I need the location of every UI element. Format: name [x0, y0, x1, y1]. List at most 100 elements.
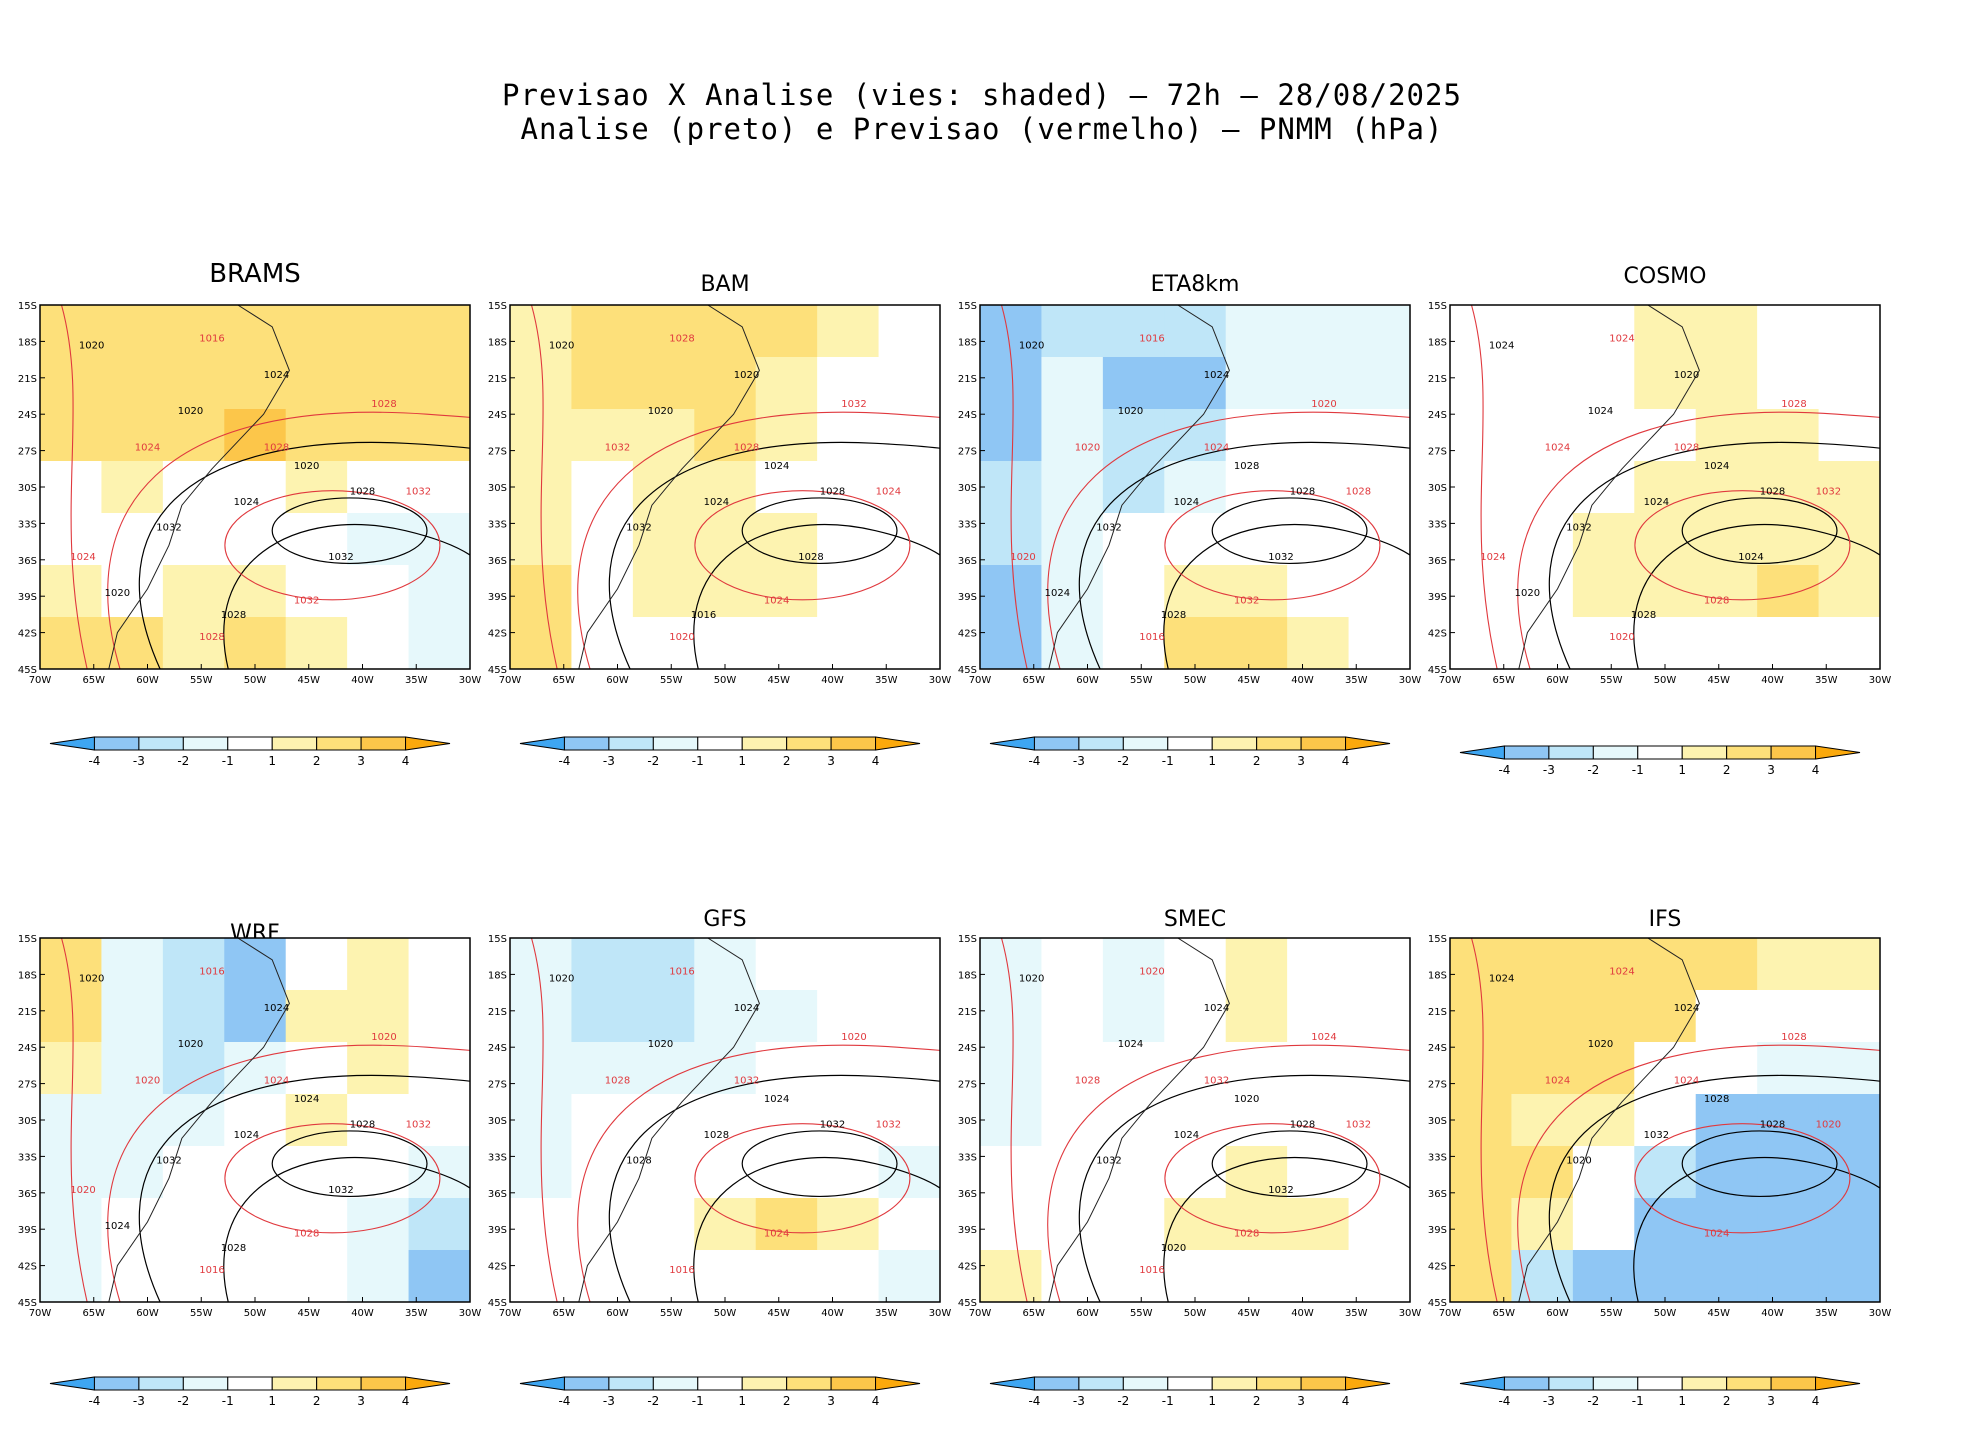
forecast-isobar-label: 1028 [734, 443, 759, 454]
bias-cell [1511, 409, 1574, 462]
analysis-isobar-label: 1020 [105, 588, 130, 599]
bias-cell [1757, 357, 1820, 410]
lon-tick-label: 40W [351, 675, 374, 686]
colorbar-arrow-high [875, 1376, 921, 1391]
colorbar-label: 4 [1812, 1394, 1820, 1408]
colorbar-segment [1681, 1376, 1728, 1391]
bias-cell [1102, 1250, 1165, 1302]
bias-cell [408, 1198, 470, 1251]
bias-cell [101, 1094, 164, 1147]
analysis-isobar [1078, 1074, 1410, 1302]
lat-tick-label: 42S [958, 629, 977, 640]
map-panel-eta8km: ETA8km 1020 1020 1024 1028 1024 1028 1032 1032 10… [958, 272, 1421, 768]
analysis-isobar-label: 1032 [820, 1119, 845, 1130]
colorbar-segment [652, 736, 699, 751]
bias-cell [817, 990, 880, 1043]
bias-cell [285, 1250, 348, 1302]
lon-tick-label: 65W [82, 675, 105, 686]
lat-tick-label: 21S [18, 1007, 37, 1018]
colorbar-segment [360, 736, 407, 751]
bias-cell [162, 938, 225, 991]
bias-cell [510, 938, 573, 991]
panel-title: ETA8km [1151, 272, 1240, 297]
lon-tick-label: 45W [767, 1308, 790, 1319]
forecast-isobar-label: 1020 [1139, 966, 1164, 977]
colorbar-segment [1548, 1376, 1594, 1391]
lat-tick-label: 24S [18, 1043, 37, 1054]
bias-cell [408, 617, 470, 669]
lon-tick-label: 40W [821, 1308, 844, 1319]
panel-title: BRAMS [209, 259, 301, 289]
bias-cell [571, 513, 634, 566]
colorbar-label: 2 [783, 1394, 791, 1408]
lon-tick-label: 30W [1399, 1308, 1422, 1319]
lon-tick-label: 45W [1707, 1308, 1730, 1319]
lon-tick-label: 35W [1815, 1308, 1838, 1319]
lon-tick-label: 65W [1492, 1308, 1515, 1319]
colorbar-arrow-low [519, 736, 565, 751]
bias-cell [1164, 357, 1227, 410]
forecast-isobar-label: 1028 [264, 443, 289, 454]
bias-cell [632, 1042, 695, 1095]
bias-cell [1041, 617, 1104, 669]
lat-tick-label: 24S [488, 1043, 507, 1054]
bias-cell [1511, 617, 1574, 669]
bias-cell [101, 938, 164, 991]
bias-cell [1225, 938, 1288, 991]
colorbar-label: -2 [1587, 763, 1599, 777]
analysis-isobar-label: 1024 [105, 1221, 130, 1232]
bias-cell [1572, 938, 1635, 991]
bias-cell [1695, 1094, 1758, 1147]
lat-tick-label: 27S [488, 447, 507, 458]
bias-cell [1818, 1094, 1880, 1147]
bias-cell [40, 617, 103, 669]
lat-tick-label: 36S [958, 556, 977, 567]
bias-cell [1757, 409, 1820, 462]
bias-cell [1041, 1094, 1104, 1147]
lon-tick-label: 65W [552, 675, 575, 686]
bias-cell [1511, 1198, 1574, 1251]
analysis-isobar-label: 1028 [1290, 486, 1315, 497]
forecast-isobar-label: 1020 [841, 1032, 866, 1043]
bias-cell [285, 1198, 348, 1251]
bias-cell [347, 1146, 410, 1199]
forecast-isobar-label: 1016 [1139, 632, 1164, 643]
bias-cell [285, 461, 348, 514]
bias-cell [1511, 305, 1574, 358]
lon-tick-label: 70W [29, 1308, 52, 1319]
analysis-isobar-label: 1020 [1566, 1156, 1591, 1167]
colorbar-arrow-low [49, 1376, 95, 1391]
analysis-isobar [138, 441, 470, 669]
bias-cell [1695, 1198, 1758, 1251]
analysis-isobar [1681, 1130, 1838, 1198]
bias-cell [571, 565, 634, 618]
forecast-isobar-label: 1024 [135, 443, 160, 454]
forecast-isobar [530, 938, 558, 1302]
lat-tick-label: 30S [488, 483, 507, 494]
colorbar-segment [697, 736, 743, 751]
bias-cell [1041, 305, 1104, 358]
bias-cell [817, 565, 880, 618]
lon-tick-label: 70W [969, 675, 992, 686]
bias-cell [40, 938, 103, 991]
analysis-isobar-label: 1024 [1118, 1039, 1143, 1050]
bias-cell [694, 305, 757, 358]
bias-cell [980, 938, 1043, 991]
analysis-isobar-label: 1020 [1234, 1094, 1259, 1105]
lat-tick-label: 39S [488, 1225, 507, 1236]
bias-cell [1287, 513, 1350, 566]
colorbar-segment [1503, 745, 1550, 760]
bias-cell [1102, 1042, 1165, 1095]
bias-cell [1102, 357, 1165, 410]
bias-cell [817, 617, 880, 669]
bias-cell [1634, 1042, 1697, 1095]
analysis-isobar-label: 1024 [1174, 497, 1199, 508]
lon-tick-label: 55W [1130, 675, 1153, 686]
analysis-isobar-label: 1024 [1489, 974, 1514, 985]
lat-tick-label: 42S [1428, 629, 1447, 640]
lon-tick-label: 30W [459, 1308, 482, 1319]
colorbar-segment [1078, 1376, 1124, 1391]
forecast-isobar-label: 1028 [199, 632, 224, 643]
bias-cell [1450, 990, 1513, 1043]
analysis-isobar [1681, 497, 1838, 565]
